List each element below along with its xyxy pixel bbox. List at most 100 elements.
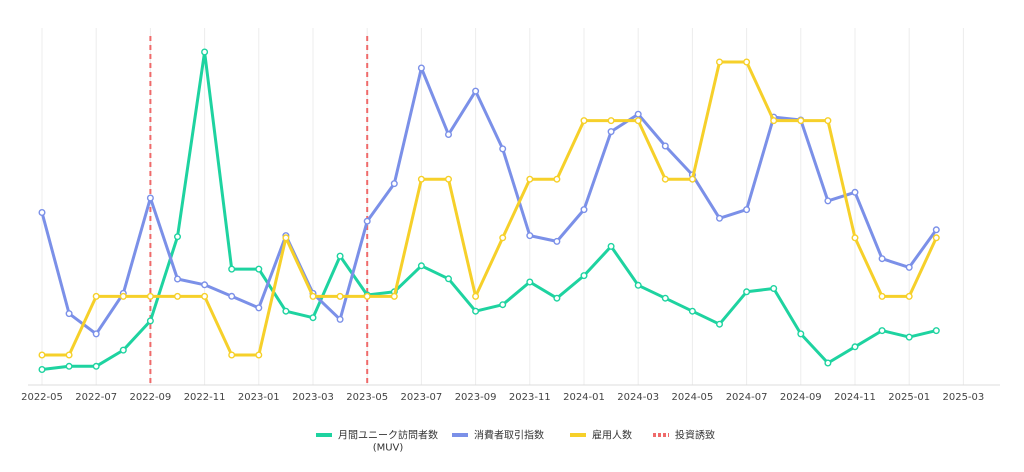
x-tick-label: 2023-01 [238,392,280,403]
x-tick-label: 2023-11 [509,392,551,403]
data-point [390,292,398,300]
series-line [40,60,938,357]
data-point [255,304,263,312]
data-point [92,292,100,300]
data-point [661,294,669,302]
data-point [146,317,154,325]
legend-label: 雇用人数 [592,429,632,442]
data-point [526,232,534,240]
data-point [146,194,154,202]
legend-item: 投資誘致 [653,429,715,442]
data-point [417,175,425,183]
legend-label-line2: (MUV) [373,443,404,454]
data-point [688,307,696,315]
data-point [770,285,778,293]
data-point [553,294,561,302]
x-tick-label: 2024-07 [726,392,768,403]
data-point [282,234,290,242]
data-point [417,64,425,72]
data-point [445,275,453,283]
data-point [363,217,371,225]
data-point [228,292,236,300]
data-point [173,233,181,241]
data-point [65,351,73,359]
x-tick-label: 2025-01 [888,392,930,403]
data-point [634,281,642,289]
data-point [445,130,453,138]
series-line [40,66,938,336]
data-point [634,117,642,125]
data-point [634,110,642,118]
data-point [553,237,561,245]
x-tick-label: 2024-09 [780,392,822,403]
x-tick-label: 2024-01 [563,392,605,403]
data-point [716,58,724,66]
series-2 [38,64,940,338]
x-tick-label: 2022-11 [184,392,226,403]
data-point [228,351,236,359]
legend-label: 月間ユニーク訪問者数 [338,429,438,442]
legend-item: 月間ユニーク訪問者数(MUV) [316,429,438,454]
x-tick-label: 2024-11 [834,392,876,403]
data-point [580,272,588,280]
legend-label: 消費者取引指数 [474,429,544,442]
data-point [201,281,209,289]
data-point [797,330,805,338]
data-point [472,87,480,95]
data-point [499,234,507,242]
data-point [119,346,127,354]
data-point [905,292,913,300]
data-point [38,351,46,359]
data-point [445,175,453,183]
data-point [851,188,859,196]
x-tick-label: 2023-07 [401,392,443,403]
series-1 [38,48,940,374]
x-axis: 2022-05 2022-07 2022-09 2022-11 2023-01 2023-… [21,384,1000,403]
data-point [228,265,236,273]
data-point [661,142,669,150]
data-point [255,351,263,359]
data-point [119,292,127,300]
data-point [201,292,209,300]
data-point [905,333,913,341]
data-point [336,292,344,300]
data-point [499,301,507,309]
data-point [173,292,181,300]
data-point [770,117,778,125]
data-point [146,292,154,300]
data-point [878,255,886,263]
data-point [65,362,73,370]
data-point [553,175,561,183]
data-point [743,58,751,66]
data-point [173,275,181,283]
data-point [688,175,696,183]
data-point [201,48,209,56]
data-point [92,362,100,370]
x-tick-label: 2024-03 [617,392,659,403]
series-line [40,50,938,371]
data-point [716,214,724,222]
data-point [417,262,425,270]
x-tick-label: 2024-05 [672,392,714,403]
data-point [526,278,534,286]
legend-item: 消費者取引指数 [452,429,544,442]
data-point [472,292,480,300]
data-point [878,292,886,300]
data-point [851,234,859,242]
data-point [499,145,507,153]
gridlines [41,28,964,385]
legend-label: 投資誘致 [675,429,715,442]
data-point [472,307,480,315]
x-tick-label: 2022-07 [75,392,117,403]
data-point [526,175,534,183]
data-point [92,330,100,338]
data-point [282,307,290,315]
x-tick-label: 2023-03 [292,392,334,403]
data-point [905,263,913,271]
x-tick-label: 2022-05 [21,392,63,403]
data-point [661,175,669,183]
data-point [932,226,940,234]
data-point [255,265,263,273]
data-point [65,310,73,318]
